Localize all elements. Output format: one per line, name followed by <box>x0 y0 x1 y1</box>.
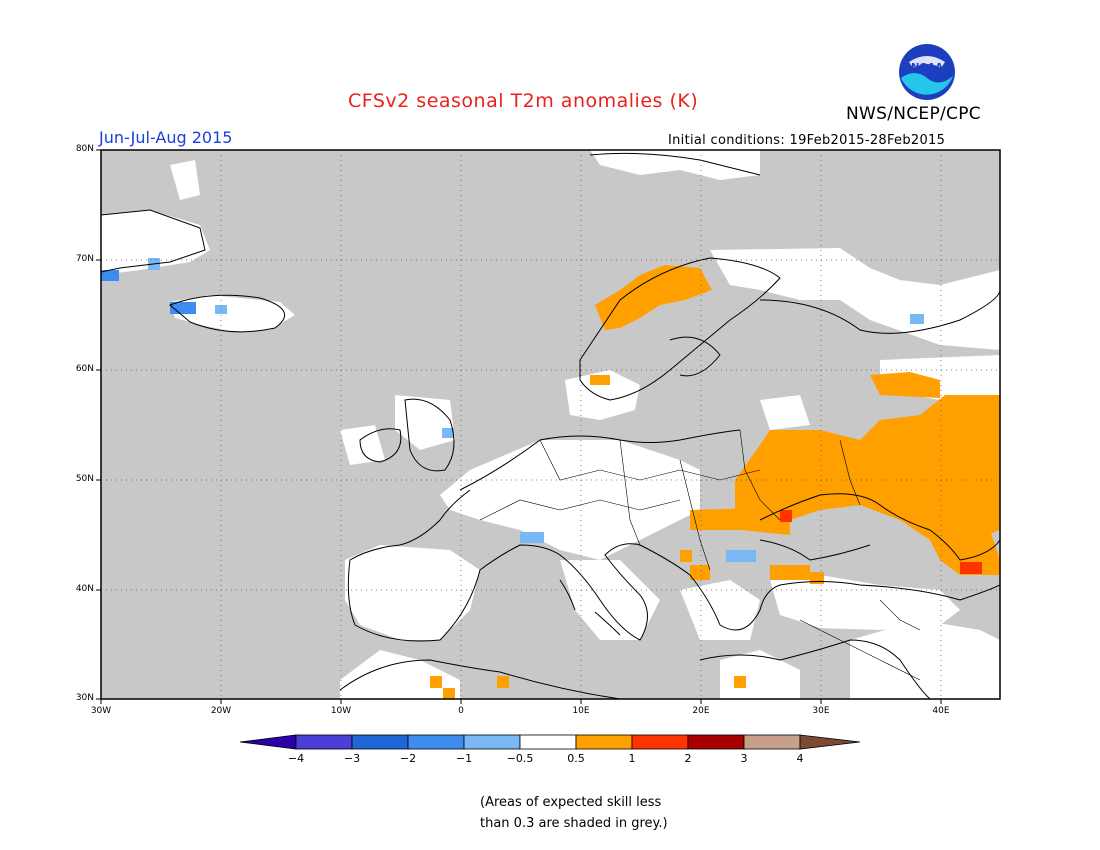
colorbar-label: 3 <box>740 752 748 765</box>
skill-footnote: (Areas of expected skill less than 0.3 a… <box>480 792 668 834</box>
chart-title: CFSv2 seasonal T2m anomalies (K) <box>348 90 699 112</box>
colorbar-label: −3 <box>343 752 361 765</box>
colorbar-seg-1 <box>295 734 353 750</box>
lat-label-30n: 30N <box>75 693 94 703</box>
lat-label-50n: 50N <box>75 474 94 484</box>
colorbar-seg-2 <box>351 734 409 750</box>
colorbar-seg-7 <box>631 734 689 750</box>
near-normal-regions <box>101 150 1000 699</box>
cool-anomaly-regions <box>148 258 924 562</box>
colorbar <box>239 734 861 750</box>
lon-label-20e: 20E <box>692 706 710 716</box>
noaa-logo: NOAA <box>899 44 955 100</box>
lon-label-10w: 10W <box>330 706 352 716</box>
lon-label-40e: 40E <box>932 706 950 716</box>
lon-label-30w: 30W <box>90 706 112 716</box>
lat-label-40n: 40N <box>75 584 94 594</box>
lon-label-10e: 10E <box>572 706 590 716</box>
colorbar-seg-8 <box>687 734 745 750</box>
country-borders <box>479 429 921 681</box>
colorbar-label: 0.5 <box>567 752 585 765</box>
colorbar-label: 2 <box>684 752 692 765</box>
lon-label-20w: 20W <box>210 706 232 716</box>
colorbar-seg-10 <box>799 734 861 750</box>
colorbar-label: −4 <box>287 752 305 765</box>
lon-label-30e: 30E <box>812 706 830 716</box>
lon-label-0: 0 <box>458 706 464 716</box>
coastlines <box>101 152 1000 699</box>
axis-ticks <box>96 149 942 704</box>
colorbar-seg-5 <box>519 734 577 750</box>
agency-label: NWS/NCEP/CPC <box>846 104 981 124</box>
lat-label-70n: 70N <box>75 254 94 264</box>
logo-text: NOAA <box>911 62 943 73</box>
colorbar-label: 4 <box>796 752 804 765</box>
colorbar-seg-4 <box>463 734 521 750</box>
colorbar-label: −1 <box>455 752 473 765</box>
initial-conditions: Initial conditions: 19Feb2015-28Feb2015 <box>668 133 946 148</box>
colorbar-label: −0.5 <box>506 752 534 765</box>
colorbar-seg-9 <box>743 734 801 750</box>
colorbar-label: 1 <box>628 752 636 765</box>
colorbar-seg-0 <box>239 734 297 750</box>
footnote-line-1: (Areas of expected skill less <box>480 795 662 810</box>
lat-label-60n: 60N <box>75 364 94 374</box>
warm-anomaly-regions <box>430 265 1000 699</box>
colorbar-seg-6 <box>575 734 633 750</box>
colorbar-seg-3 <box>407 734 465 750</box>
forecast-period: Jun-Jul-Aug 2015 <box>99 128 233 147</box>
footnote-line-2: than 0.3 are shaded in grey.) <box>480 816 668 831</box>
strong-warm-regions <box>780 510 982 574</box>
colorbar-label: −2 <box>399 752 417 765</box>
map-frame <box>100 149 1001 700</box>
lat-label-80n: 80N <box>75 144 94 154</box>
